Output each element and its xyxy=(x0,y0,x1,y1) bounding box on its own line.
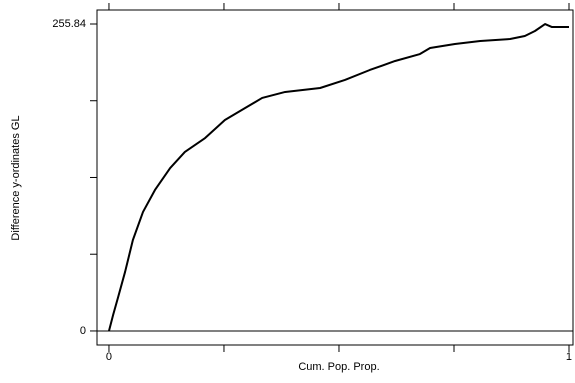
y-tick-label: 0 xyxy=(80,325,86,337)
data-line xyxy=(107,23,569,332)
y-axis-label: Difference y-ordinates GL xyxy=(10,115,22,240)
x-tick-label: 1 xyxy=(566,351,572,363)
plot-frame xyxy=(96,9,574,346)
x-tick-label: 0 xyxy=(106,351,112,363)
x-axis-label: Cum. Pop. Prop. xyxy=(298,361,379,373)
y-tick-label: 255.84 xyxy=(52,18,86,30)
